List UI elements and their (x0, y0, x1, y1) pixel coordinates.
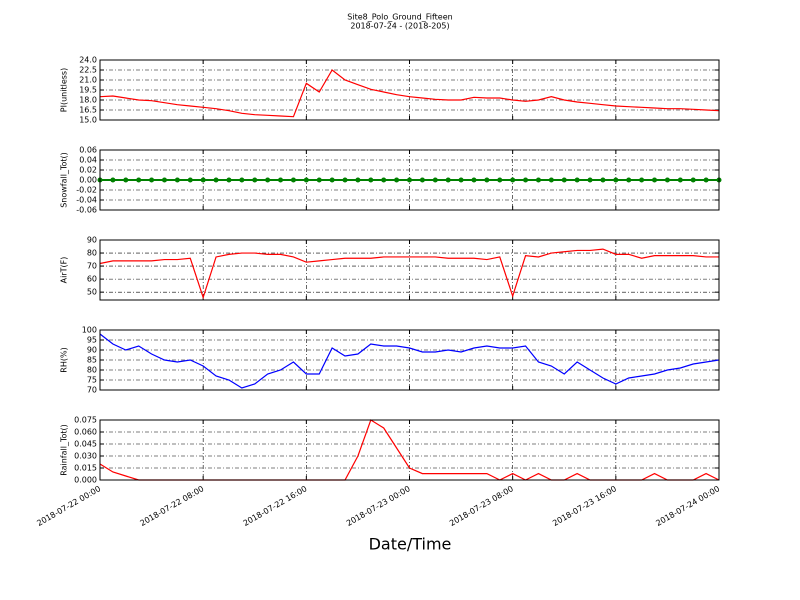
data-point (161, 177, 167, 183)
data-point (136, 177, 142, 183)
y-tick-label: -0.02 (76, 186, 97, 195)
data-point (587, 177, 593, 183)
y-tick-label: 85 (87, 356, 97, 365)
y-tick-label: 95 (87, 336, 97, 345)
data-point (445, 177, 451, 183)
data-point (419, 177, 425, 183)
data-point (626, 177, 632, 183)
plot-frame (99, 149, 720, 211)
data-point (497, 177, 503, 183)
data-point (574, 177, 580, 183)
y-tick-label: 19.5 (79, 86, 97, 95)
y-axis-label: Snowfall_Tot() (60, 152, 69, 208)
y-tick-label: -0.04 (76, 196, 97, 205)
y-tick-label: 0.000 (74, 476, 97, 485)
data-point (303, 177, 309, 183)
data-point (561, 177, 567, 183)
y-tick-label: 0.060 (74, 428, 97, 437)
data-point (664, 177, 670, 183)
y-tick-label: 70 (87, 262, 97, 271)
data-point (123, 177, 129, 183)
plot-frame (99, 59, 720, 121)
y-tick-label: 80 (87, 249, 97, 258)
data-point (639, 177, 645, 183)
data-point (510, 177, 516, 183)
chart-title: Site8_Polo_Ground_Fifteen (347, 13, 452, 22)
data-point (613, 177, 619, 183)
data-line (99, 69, 720, 118)
data-point (677, 177, 683, 183)
data-point (265, 177, 271, 183)
y-tick-label: 50 (87, 288, 97, 297)
data-line (99, 248, 719, 300)
y-axis-label: PI(unitless) (60, 68, 69, 112)
y-tick-label: 22.5 (79, 66, 97, 75)
y-tick-label: 21.0 (79, 76, 97, 85)
y-tick-label: 75 (87, 376, 97, 385)
data-point (458, 177, 464, 183)
data-point (239, 177, 245, 183)
data-point (200, 177, 206, 183)
y-tick-label: 0.00 (79, 176, 97, 185)
data-point (252, 177, 258, 183)
y-tick-label: 0.04 (79, 156, 97, 165)
y-tick-label: 90 (87, 236, 97, 245)
x-axis-label: Date/Time (369, 535, 452, 554)
data-point (290, 177, 296, 183)
data-point (381, 177, 387, 183)
y-tick-label: 18.0 (79, 96, 97, 105)
y-tick-label: 0.06 (79, 146, 97, 155)
data-point (149, 177, 155, 183)
data-point (652, 177, 658, 183)
y-tick-label: 0.030 (74, 452, 97, 461)
data-point (329, 177, 335, 183)
y-tick-label: 90 (87, 346, 97, 355)
data-point (368, 177, 374, 183)
data-point (690, 177, 696, 183)
data-point (342, 177, 348, 183)
y-tick-label: 0.045 (74, 440, 97, 449)
data-point (432, 177, 438, 183)
y-tick-label: 15.0 (79, 116, 97, 125)
y-tick-label: 24.0 (79, 56, 97, 65)
data-point (316, 177, 322, 183)
data-point (484, 177, 490, 183)
data-point (174, 177, 180, 183)
y-tick-label: 60 (87, 275, 97, 284)
data-point (355, 177, 361, 183)
y-axis-label: RH(%) (60, 347, 69, 372)
plot-frame (99, 239, 720, 301)
data-point (600, 177, 606, 183)
data-point (278, 177, 284, 183)
data-line (99, 333, 720, 389)
y-tick-label: 80 (87, 366, 97, 375)
y-tick-label: -0.06 (76, 206, 97, 215)
y-tick-label: 16.5 (79, 106, 97, 115)
data-point (110, 177, 116, 183)
chart-subtitle: 2018-07-24 - (2018-205) (350, 22, 449, 31)
y-axis-label: AirT(F) (60, 257, 69, 284)
data-point (394, 177, 400, 183)
data-point (407, 177, 412, 183)
y-tick-label: 0.015 (74, 464, 97, 473)
data-point (187, 177, 193, 183)
y-tick-label: 0.075 (74, 416, 97, 425)
y-tick-label: 0.02 (79, 166, 97, 175)
plot-frame (99, 419, 720, 481)
data-point (226, 177, 232, 183)
data-point (703, 177, 709, 183)
data-point (523, 177, 529, 183)
data-point (548, 177, 554, 183)
data-point (471, 177, 477, 183)
data-point (213, 177, 219, 183)
y-tick-label: 70 (87, 386, 97, 395)
y-axis-label: Rainfall_Tot() (60, 424, 69, 476)
data-point (535, 177, 541, 183)
y-tick-label: 100 (82, 326, 97, 335)
plot-frame (99, 329, 720, 391)
